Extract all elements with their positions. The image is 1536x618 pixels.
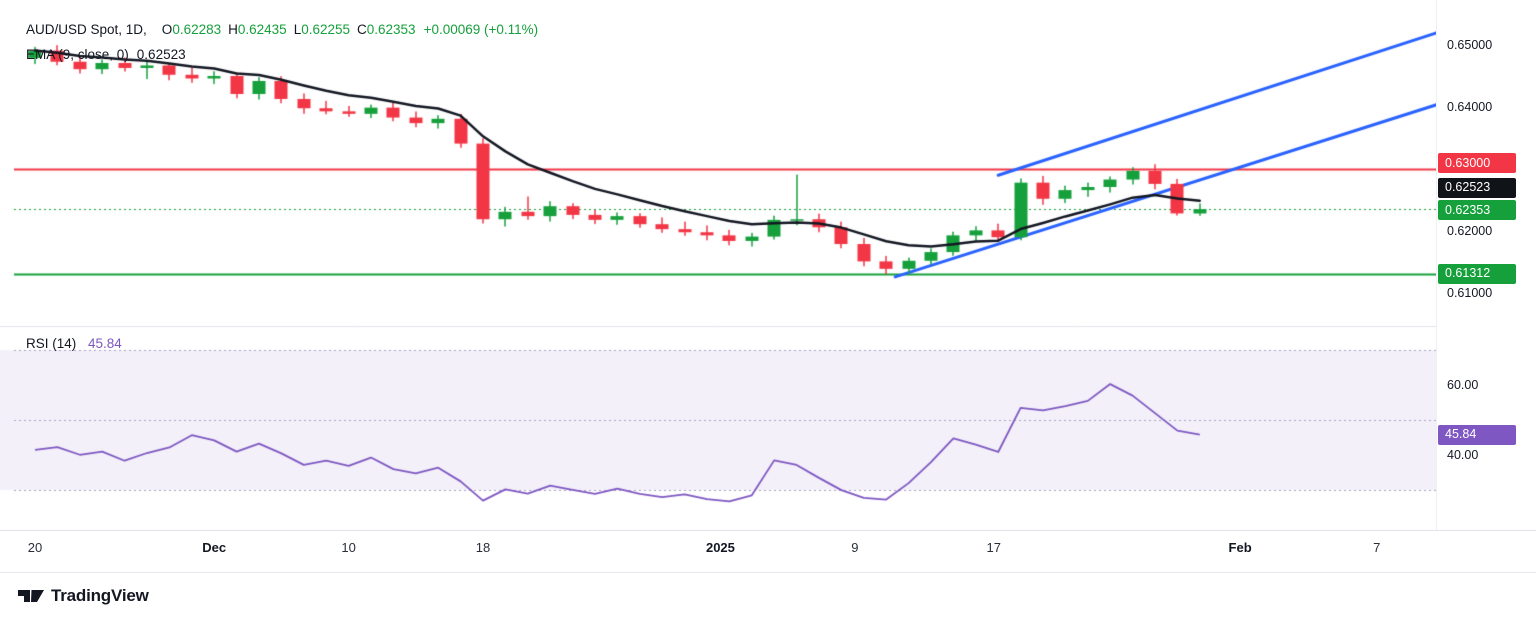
ohlc-low-value: 0.62255 [301,22,351,37]
ohlc-high-label: H [228,22,238,37]
ohlc-close-label: C [357,22,367,37]
symbol-title[interactable]: AUD/USD Spot, 1D, [26,22,147,37]
last-price-badge: 0.62353 [1438,200,1516,221]
time-tick: 10 [341,540,356,555]
support-price-badge: 0.61312 [1438,263,1516,284]
change-value: +0.00069 (+0.11%) [423,22,539,37]
ema-indicator-legend[interactable]: EMA (9, close, 0) 0.62523 [26,47,538,62]
footer: TradingView [0,572,1536,618]
tradingview-logo-icon [18,589,44,602]
time-tick: 20 [27,540,43,555]
ohlc-open-value: 0.62283 [172,22,222,37]
rsi-scale-label: 40.00 [1447,448,1479,463]
ema-value-badge: 0.62523 [1438,177,1516,198]
rsi-scale-label: 60.00 [1447,378,1479,393]
resistance-price-badge: 0.63000 [1438,153,1516,173]
rsi-value: 45.84 [88,336,122,351]
price-scale-label: 0.61000 [1447,286,1493,300]
ema-value: 0.62523 [136,47,186,62]
ohlc-open-label: O [161,22,173,37]
time-tick: 17 [986,540,1001,555]
time-axis[interactable]: 20 Dec 10 18 2025 9 17 Feb 7 [0,530,1536,573]
ohlc-close-value: 0.62353 [366,22,416,37]
time-tick: 7 [1373,540,1381,555]
time-tick: Feb [1228,540,1252,555]
ohlc-high-value: 0.62435 [237,22,287,37]
time-tick: Dec [202,540,227,555]
time-tick: 18 [475,540,491,555]
chart-canvas[interactable] [0,0,1437,530]
symbol-legend-row[interactable]: AUD/USD Spot, 1D, O 0.62283 H 0.62435 L 0.6… [26,22,538,37]
symbol-legend: AUD/USD Spot, 1D, O 0.62283 H 0.62435 L 0.6… [26,22,538,72]
tradingview-logo[interactable] [18,586,44,606]
price-scale[interactable]: 0.65000 0.64000 0.62000 0.61000 0.63000 … [1436,0,1536,530]
price-scale-label: 0.62000 [1447,224,1493,238]
ema-label: EMA (9, close, 0) [26,47,129,62]
rsi-indicator-legend[interactable]: RSI (14) 45.84 [26,336,122,351]
ohlc-low-label: L [293,22,302,37]
rsi-label: RSI (14) [26,336,77,351]
time-tick: 9 [851,540,859,555]
chart-area: AUD/USD Spot, 1D, O 0.62283 H 0.62435 L 0.6… [0,0,1437,530]
price-scale-label: 0.65000 [1447,38,1493,52]
price-scale-label: 0.64000 [1447,100,1493,114]
rsi-value-badge: 45.84 [1438,424,1516,445]
tradingview-brand-text[interactable]: TradingView [51,585,149,605]
time-tick: 2025 [705,540,735,555]
